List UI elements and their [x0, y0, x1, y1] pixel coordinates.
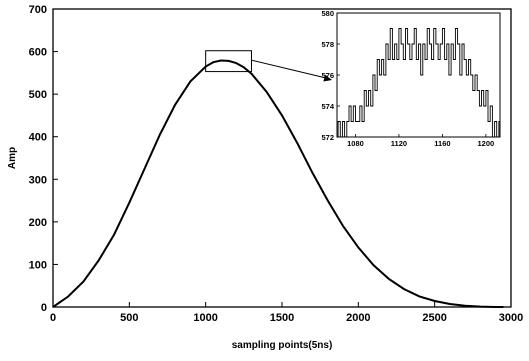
- y-tick-label: 500: [29, 89, 47, 101]
- zoom-arrow-head: [323, 74, 332, 82]
- inset-x-tick-label: 1120: [391, 139, 407, 148]
- x-tick-label: 2000: [346, 312, 370, 324]
- zoom-arrow-line: [251, 59, 327, 79]
- y-tick-label: 0: [41, 302, 47, 314]
- x-tick-label: 500: [120, 312, 138, 324]
- main-axes: 0 500 1000 1500 2000 2500 3000 0 100 200 300 400 500…: [29, 4, 524, 324]
- y-tick-label: 100: [29, 259, 47, 271]
- inset-x-tick-label: 1200: [478, 139, 495, 148]
- zoom-box: [205, 50, 252, 73]
- x-axis-title: sampling points(5ns): [232, 340, 333, 351]
- inset-x-tick-label: 1080: [347, 139, 364, 148]
- y-tick-label: 700: [29, 4, 47, 16]
- x-tick-label: 2500: [422, 312, 446, 324]
- inset-axes: 1080 1120 1160 1200 572 574 576 578 580: [321, 9, 494, 148]
- inset-y-tick-label: 572: [321, 133, 334, 142]
- x-tick-label: 1000: [193, 312, 217, 324]
- y-tick-label: 200: [29, 217, 47, 229]
- inset-series-line: [337, 28, 500, 138]
- y-tick-label: 400: [29, 132, 47, 144]
- x-tick-label: 1500: [270, 312, 294, 324]
- inset-y-tick-label: 580: [321, 9, 334, 18]
- y-axis-title: Amp: [7, 147, 18, 169]
- inset-y-tick-label: 574: [321, 102, 334, 111]
- x-tick-label: 3000: [499, 312, 523, 324]
- main-series-line: [52, 59, 504, 308]
- y-tick-label: 600: [29, 47, 47, 59]
- y-tick-label: 300: [29, 174, 47, 186]
- inset-x-tick-label: 1160: [434, 139, 450, 148]
- inset-y-tick-label: 578: [321, 40, 334, 49]
- x-tick-label: 0: [50, 312, 56, 324]
- inset-y-tick-label: 576: [321, 71, 334, 80]
